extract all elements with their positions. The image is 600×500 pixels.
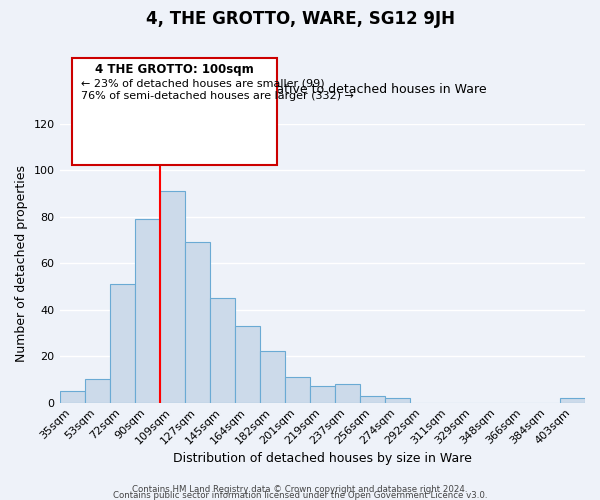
Bar (560, 398, 585, 402)
Text: 4 THE GROTTO: 100sqm: 4 THE GROTTO: 100sqm (95, 62, 254, 76)
Text: 4, THE GROTTO, WARE, SG12 9JH: 4, THE GROTTO, WARE, SG12 9JH (146, 10, 455, 28)
X-axis label: Distribution of detached houses by size in Ware: Distribution of detached houses by size … (173, 452, 472, 465)
Bar (360, 396, 385, 402)
Bar (285, 377, 310, 402)
Title: Size of property relative to detached houses in Ware: Size of property relative to detached ho… (157, 83, 487, 96)
Text: 76% of semi-detached houses are larger (332) →: 76% of semi-detached houses are larger (… (81, 91, 354, 101)
Bar (85, 380, 110, 402)
Text: Contains public sector information licensed under the Open Government Licence v3: Contains public sector information licen… (113, 490, 487, 500)
Bar (310, 386, 335, 402)
Bar (59, 391, 85, 402)
Text: ← 23% of detached houses are smaller (99): ← 23% of detached houses are smaller (99… (81, 79, 325, 89)
Bar (185, 242, 209, 402)
Bar (134, 219, 160, 402)
Y-axis label: Number of detached properties: Number of detached properties (15, 164, 28, 362)
Bar (110, 284, 134, 403)
Text: Contains HM Land Registry data © Crown copyright and database right 2024.: Contains HM Land Registry data © Crown c… (132, 484, 468, 494)
Bar (209, 298, 235, 403)
Bar (260, 352, 285, 403)
Bar (235, 326, 260, 402)
Bar (335, 384, 360, 402)
Bar (160, 191, 185, 402)
Bar (385, 398, 410, 402)
